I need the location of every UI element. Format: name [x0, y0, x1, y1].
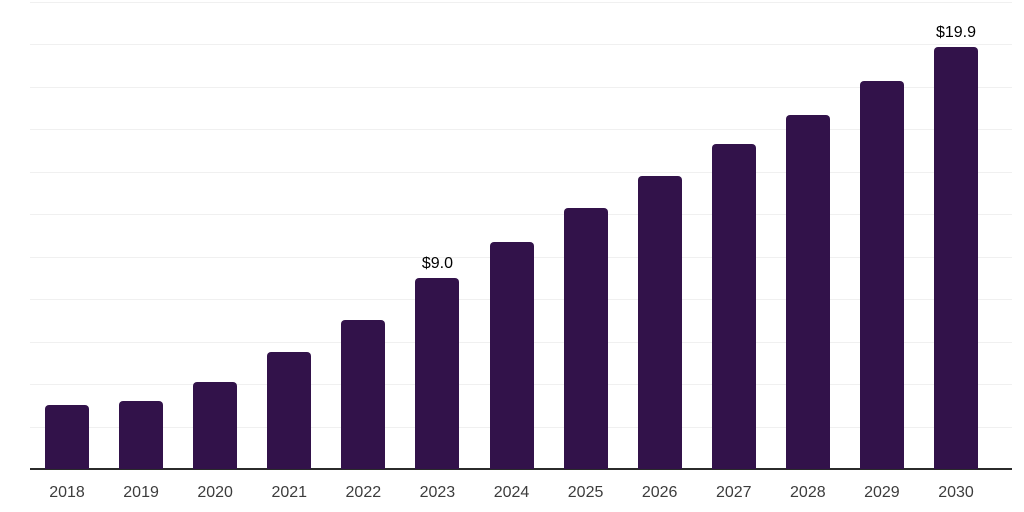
data-label-2030: $19.9 [935, 23, 977, 41]
bar-2024 [489, 241, 534, 469]
tick-label-2020: 2020 [197, 484, 233, 501]
gridline [30, 44, 1012, 46]
bar-2025 [563, 207, 608, 469]
bar-2021 [267, 352, 312, 469]
tick-label-2023: 2023 [419, 484, 456, 501]
x-axis-line [30, 468, 1012, 470]
bar-2028 [785, 114, 830, 469]
bar-2026 [637, 176, 682, 469]
gridline [30, 171, 1012, 173]
tick-label-2019: 2019 [123, 484, 159, 501]
bar-2023 [415, 277, 460, 469]
gridline [30, 2, 1012, 3]
gridline [30, 86, 1012, 88]
tick-label-2026: 2026 [641, 484, 678, 501]
bar-2022 [341, 320, 386, 469]
gridline [30, 129, 1012, 131]
tick-label-2027: 2027 [715, 484, 752, 501]
tick-label-2021: 2021 [271, 484, 308, 501]
tick-label-2024: 2024 [493, 484, 530, 501]
bar-2029 [859, 80, 904, 469]
tick-label-2022: 2022 [345, 484, 382, 501]
tick-label-2028: 2028 [790, 484, 826, 501]
tick-label-2029: 2029 [864, 484, 900, 501]
bar-2027 [711, 144, 756, 469]
tick-label-2025: 2025 [567, 484, 604, 501]
bar-2019 [119, 401, 164, 469]
plot-area: $9.0 $19.9 [30, 2, 1012, 470]
data-label-2023: $9.0 [421, 254, 453, 272]
bar-2020 [193, 381, 238, 469]
gridline [30, 214, 1012, 216]
tick-label-2018: 2018 [49, 484, 85, 501]
bar-2018 [45, 405, 89, 469]
bar-2030 [934, 46, 978, 469]
tick-label-2030: 2030 [938, 484, 974, 501]
